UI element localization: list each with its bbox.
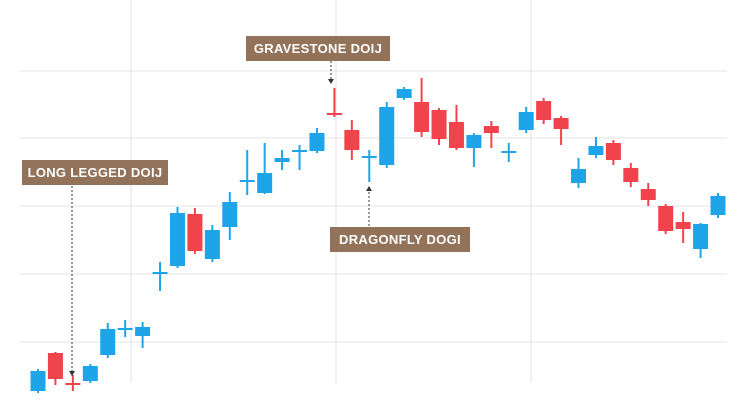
candle-body [100,329,116,355]
candle-body [361,156,377,158]
candle-body [588,146,604,155]
annotation-arrowhead [69,371,75,376]
candle-body [65,383,81,385]
candle-body [483,126,499,133]
candle-body [169,213,185,266]
annotation-arrowhead [328,79,334,84]
candle-body [431,110,447,139]
annotation-arrowhead [366,186,372,191]
annotation-label: GRAVESTONE DOIJ [254,41,382,56]
candle-body [187,214,203,251]
annotation-label: LONG LEGGED DOIJ [28,165,163,180]
candle-body [414,102,430,132]
annotation-box [330,227,470,252]
candle-body [204,230,220,259]
candle-body [605,143,621,160]
candle-body [536,101,552,120]
candle-body [152,272,168,274]
candle-body [222,202,238,227]
candle-body [553,118,569,129]
candle-body [466,135,482,148]
candle-body [257,173,273,193]
candle-body [47,353,63,379]
candle-body [326,113,342,115]
candle-body [518,112,534,130]
candle-body [501,151,517,153]
annotation-label: DRAGONFLY DOGI [339,232,461,247]
candle-body [309,133,325,151]
candle-body [693,224,709,249]
candle-body [710,196,726,215]
candle-body [30,371,46,391]
candle-body [274,158,290,162]
candle-body [239,180,255,182]
candle-body [292,150,308,152]
candle-body [571,169,587,183]
candle-body [675,222,691,229]
candle-body [448,122,464,148]
candle-body [82,366,98,381]
candle-body [640,189,656,200]
candle-body [344,130,360,150]
candle-body [117,328,133,330]
candle-body [135,327,151,336]
candle-body [623,168,639,182]
annotation-box [22,160,168,185]
candle-body [396,89,412,98]
candle-body [658,206,674,231]
candle-body [379,107,395,165]
annotation-box [246,36,390,61]
